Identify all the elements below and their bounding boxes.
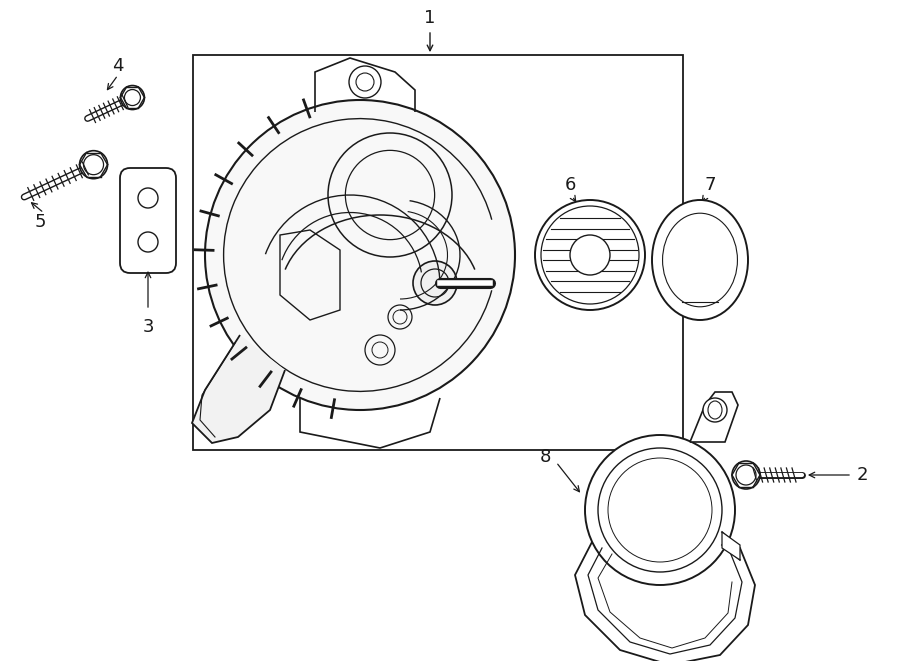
Text: 7: 7	[704, 176, 716, 194]
Circle shape	[535, 200, 645, 310]
Circle shape	[732, 461, 760, 489]
Ellipse shape	[652, 200, 748, 320]
Text: 6: 6	[564, 176, 576, 194]
Text: 1: 1	[424, 9, 436, 27]
Text: 5: 5	[34, 213, 46, 231]
Circle shape	[703, 398, 727, 422]
Circle shape	[413, 261, 457, 305]
FancyBboxPatch shape	[120, 168, 176, 273]
Circle shape	[138, 232, 158, 252]
Polygon shape	[722, 532, 740, 560]
Bar	[193, 55, 683, 450]
Text: 4: 4	[112, 57, 124, 75]
Polygon shape	[192, 335, 285, 443]
Circle shape	[205, 100, 515, 410]
Circle shape	[570, 235, 610, 275]
Text: 8: 8	[539, 448, 551, 466]
Circle shape	[79, 151, 107, 178]
Circle shape	[585, 435, 735, 585]
Text: 2: 2	[856, 466, 868, 484]
Circle shape	[138, 188, 158, 208]
Polygon shape	[690, 392, 738, 442]
Circle shape	[121, 85, 144, 110]
Text: 3: 3	[142, 318, 154, 336]
